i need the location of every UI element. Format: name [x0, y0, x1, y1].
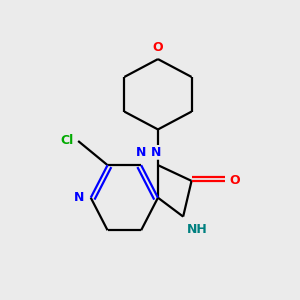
Text: O: O: [153, 41, 163, 54]
Text: NH: NH: [187, 223, 208, 236]
Text: N: N: [136, 146, 146, 159]
Text: N: N: [74, 191, 85, 204]
Text: O: O: [230, 174, 240, 188]
Text: N: N: [151, 146, 161, 159]
Text: Cl: Cl: [61, 134, 74, 148]
